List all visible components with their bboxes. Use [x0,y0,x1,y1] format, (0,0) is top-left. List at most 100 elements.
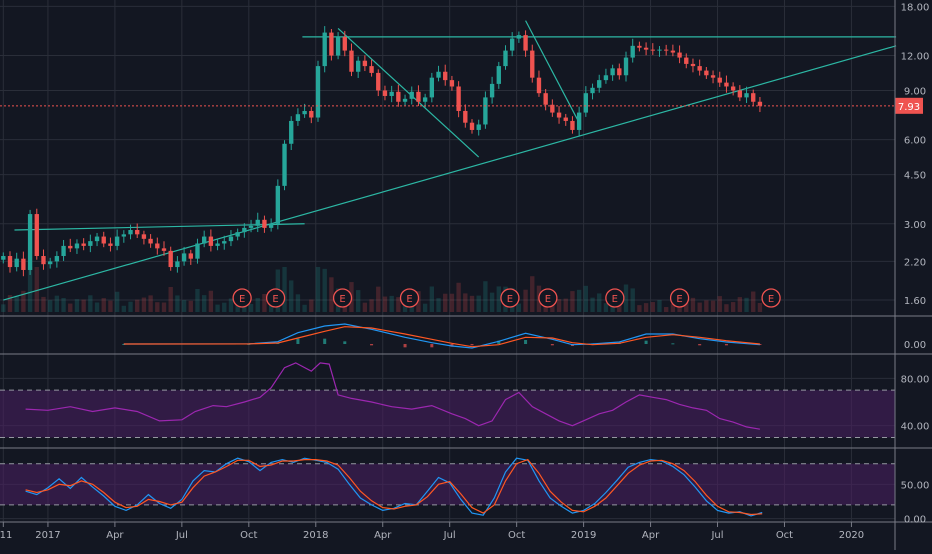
candle-body-65 [436,71,441,78]
candle-body-88 [590,87,595,94]
candle-body-12 [81,243,86,246]
earnings-marker-label-7: E [676,294,682,305]
earnings-marker-1[interactable] [265,288,286,308]
earnings-marker-8[interactable] [761,288,781,308]
candle-body-4 [27,214,33,270]
candle-body-20 [135,229,140,235]
candle-body-8 [54,256,60,262]
volume-bar-8 [54,295,60,312]
candle-body-22 [148,238,153,244]
earnings-marker-label-5: E [545,294,551,305]
time-axis[interactable]: 11 2017 Apr Jul Oct 2018 Apr Jul Oct 2019 Apr Jul Oc… [0,522,864,541]
volume-bar-110 [737,297,743,312]
candle-body-112 [751,93,756,102]
candle-body-89 [597,80,602,88]
earnings-marker-5[interactable] [538,288,558,308]
rsi-band [0,390,895,438]
volume-bar-12 [81,299,86,312]
candle-body-87 [583,93,589,113]
candle-body-52 [349,50,354,72]
volume-bar-113 [757,302,763,312]
candle-body-63 [422,97,428,102]
trendlines[interactable] [3,20,897,301]
candle-body-84 [563,117,568,121]
volume-bar-90 [603,303,609,312]
candle-body-11 [74,243,80,249]
volume-bar-29 [195,288,200,312]
earnings-marker-2[interactable] [332,288,353,308]
candle-body-19 [128,229,133,235]
volume-bar-55 [369,299,374,312]
resistance-trendline-3[interactable] [525,20,580,123]
candle-body-18 [121,234,127,237]
candle-body-98 [657,49,662,51]
volume-bar-99 [664,307,669,312]
candle-body-34 [228,236,234,242]
support-trendline[interactable] [3,45,897,301]
macd-pane [122,323,762,349]
candle-body-96 [643,47,649,50]
macd-histogram-bar-3 [296,338,300,344]
candle-body-28 [188,253,193,259]
macd-histogram-bar-13 [550,344,554,346]
candle-body-72 [483,97,488,125]
volume-bars [1,267,763,312]
candle-body-91 [610,68,615,76]
earnings-marker-3[interactable] [399,288,420,308]
candle-body-43 [289,120,294,144]
current-price-label: 7.93 [898,102,920,113]
volume-bar-84 [563,298,568,312]
earnings-marker-4[interactable] [500,288,520,308]
volume-bar-106 [710,300,716,312]
earnings-marker-7[interactable] [669,288,690,308]
candle-body-90 [603,75,609,81]
time-tick-4: Oct [240,530,257,541]
volume-bar-16 [108,300,113,312]
price-tick-0: 18.00 [901,2,930,13]
volume-bar-3 [21,290,26,312]
candle-body-5 [34,214,39,257]
time-tick-9: 2019 [571,530,596,541]
volume-bar-14 [94,302,100,312]
volume-bar-46 [309,299,314,312]
candle-body-26 [175,261,180,268]
price-axis[interactable]: 18.00 12.00 9.00 6.00 4.50 3.00 2.20 1.60 0.00 80… [901,2,930,525]
volume-bar-97 [650,302,655,312]
candle-body-50 [335,36,341,56]
earnings-marker-6[interactable] [605,288,625,308]
candle-body-99 [664,49,669,51]
candle-body-15 [101,236,106,244]
candle-body-83 [556,112,562,118]
volume-bar-95 [637,305,642,312]
candle-body-35 [235,232,240,237]
resistance-trendline-1[interactable] [337,28,480,158]
candle-body-106 [710,75,716,78]
candle-body-80 [536,77,542,94]
volume-bar-105 [704,300,709,312]
candle-body-82 [550,104,555,113]
candle-body-17 [114,236,120,246]
rsi-pane [25,362,761,430]
candle-body-66 [443,71,448,81]
price-tick-5: 3.00 [904,220,926,231]
volume-bar-69 [463,293,468,312]
rsi-line [25,362,761,430]
volume-bar-104 [697,302,702,312]
volume-bar-25 [168,286,173,312]
volume-bar-107 [717,296,722,312]
volume-bar-31 [208,290,214,312]
earnings-marker-0[interactable] [232,288,252,308]
volume-bar-83 [556,299,562,312]
candle-body-38 [255,219,260,226]
candle-body-14 [94,236,100,242]
volume-bar-9 [61,297,66,312]
price-candles [1,26,763,277]
candle-body-77 [516,35,522,39]
macd-histogram-bar-19 [698,344,702,346]
candle-body-40 [268,223,274,228]
macd-histogram-bar-7 [403,344,407,348]
volume-bar-108 [724,304,729,312]
